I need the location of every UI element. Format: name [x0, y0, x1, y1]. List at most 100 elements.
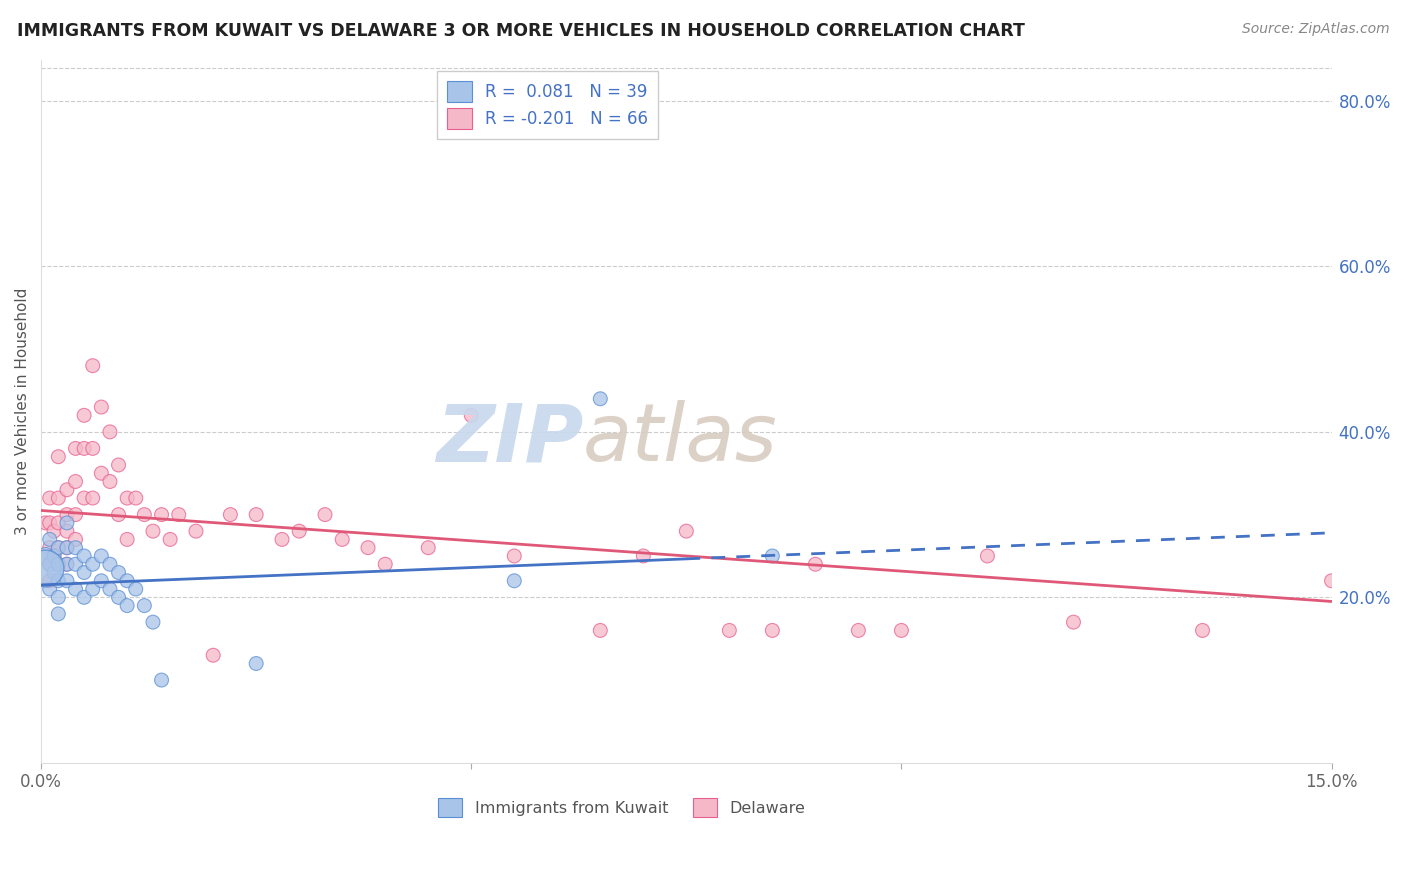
Point — [90, 574, 112, 588]
Point — [890, 624, 912, 638]
Point — [73, 549, 96, 563]
Point — [65, 442, 87, 456]
Point — [202, 648, 225, 663]
Point — [90, 549, 112, 563]
Point — [107, 591, 129, 605]
Point — [330, 533, 353, 547]
Point — [73, 491, 96, 505]
Point — [34, 561, 56, 575]
Point — [357, 541, 380, 555]
Y-axis label: 3 or more Vehicles in Household: 3 or more Vehicles in Household — [15, 287, 30, 535]
Point — [804, 558, 827, 572]
Point — [46, 491, 69, 505]
Point — [115, 599, 138, 613]
Point — [159, 533, 181, 547]
Point — [90, 467, 112, 481]
Point — [56, 558, 79, 572]
Point — [245, 508, 267, 522]
Point — [65, 508, 87, 522]
Point — [1320, 574, 1343, 588]
Point — [82, 491, 104, 505]
Point — [38, 574, 60, 588]
Point — [142, 524, 165, 538]
Point — [633, 549, 655, 563]
Point — [56, 541, 79, 555]
Point — [761, 624, 783, 638]
Point — [115, 533, 138, 547]
Point — [115, 491, 138, 505]
Point — [46, 607, 69, 621]
Point — [56, 558, 79, 572]
Point — [98, 425, 121, 439]
Point — [56, 508, 79, 522]
Point — [503, 574, 526, 588]
Point — [150, 508, 173, 522]
Point — [418, 541, 440, 555]
Point — [38, 516, 60, 530]
Point — [38, 582, 60, 596]
Text: Source: ZipAtlas.com: Source: ZipAtlas.com — [1241, 22, 1389, 37]
Point — [134, 599, 156, 613]
Point — [503, 549, 526, 563]
Point — [46, 541, 69, 555]
Point — [65, 541, 87, 555]
Point — [142, 615, 165, 629]
Point — [589, 624, 612, 638]
Point — [65, 558, 87, 572]
Text: ZIP: ZIP — [436, 401, 583, 478]
Point — [46, 558, 69, 572]
Point — [460, 409, 482, 423]
Point — [38, 558, 60, 572]
Point — [288, 524, 311, 538]
Point — [73, 591, 96, 605]
Point — [46, 574, 69, 588]
Point — [46, 516, 69, 530]
Point — [1191, 624, 1213, 638]
Point — [219, 508, 242, 522]
Point — [42, 566, 65, 580]
Point — [314, 508, 336, 522]
Point — [184, 524, 207, 538]
Point — [125, 582, 148, 596]
Point — [56, 483, 79, 497]
Point — [107, 508, 129, 522]
Point — [115, 574, 138, 588]
Point — [56, 524, 79, 538]
Point — [34, 516, 56, 530]
Point — [245, 657, 267, 671]
Point — [46, 591, 69, 605]
Point — [56, 574, 79, 588]
Point — [34, 549, 56, 563]
Point — [675, 524, 697, 538]
Point — [125, 491, 148, 505]
Point — [167, 508, 190, 522]
Point — [82, 582, 104, 596]
Point — [98, 558, 121, 572]
Point — [46, 450, 69, 464]
Point — [848, 624, 870, 638]
Point — [98, 582, 121, 596]
Point — [82, 558, 104, 572]
Text: atlas: atlas — [583, 401, 778, 478]
Point — [90, 400, 112, 414]
Point — [73, 409, 96, 423]
Point — [38, 558, 60, 572]
Point — [42, 549, 65, 563]
Point — [374, 558, 396, 572]
Point — [82, 359, 104, 373]
Point — [761, 549, 783, 563]
Point — [73, 566, 96, 580]
Point — [271, 533, 294, 547]
Legend: Immigrants from Kuwait, Delaware: Immigrants from Kuwait, Delaware — [430, 789, 813, 825]
Point — [38, 533, 60, 547]
Text: IMMIGRANTS FROM KUWAIT VS DELAWARE 3 OR MORE VEHICLES IN HOUSEHOLD CORRELATION C: IMMIGRANTS FROM KUWAIT VS DELAWARE 3 OR … — [17, 22, 1025, 40]
Point — [134, 508, 156, 522]
Point — [38, 541, 60, 555]
Point — [82, 442, 104, 456]
Point — [42, 549, 65, 563]
Point — [56, 516, 79, 530]
Point — [46, 541, 69, 555]
Point — [65, 533, 87, 547]
Point — [976, 549, 998, 563]
Point — [718, 624, 741, 638]
